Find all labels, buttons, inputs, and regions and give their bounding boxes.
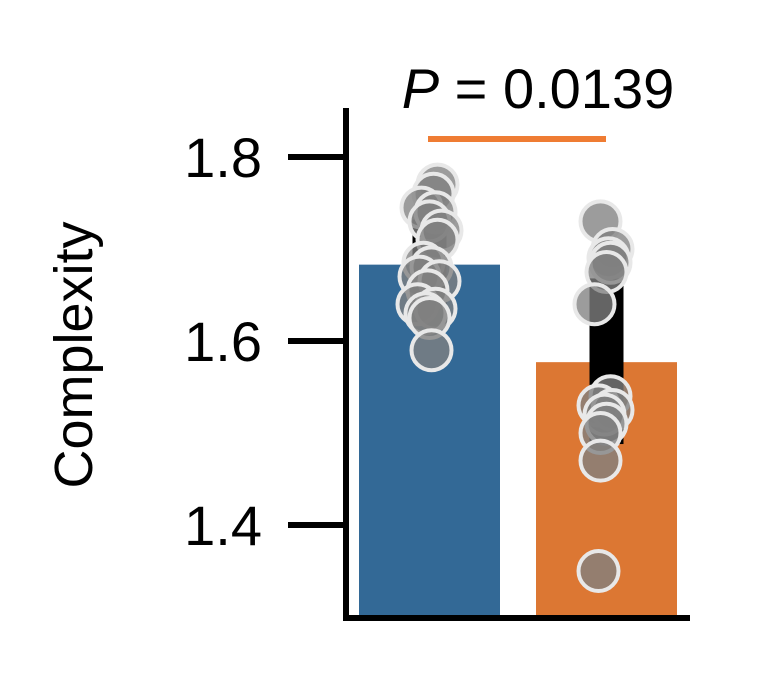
data-point: [572, 282, 617, 327]
y-ticks-group: 1.4 1.6 1.8: [184, 126, 346, 557]
p-value-text: = 0.0139: [439, 57, 674, 120]
p-value-symbol: P: [402, 57, 439, 120]
y-tick-label: 1.8: [184, 126, 262, 189]
data-point: [578, 438, 623, 483]
data-point: [409, 328, 454, 373]
data-points-group: [395, 162, 635, 593]
y-tick-label: 1.4: [184, 494, 262, 557]
y-tick-label: 1.6: [184, 310, 262, 373]
p-value-annotation: P = 0.0139: [402, 57, 674, 120]
data-point: [576, 549, 621, 593]
y-axis-label: Complexity: [44, 221, 104, 488]
